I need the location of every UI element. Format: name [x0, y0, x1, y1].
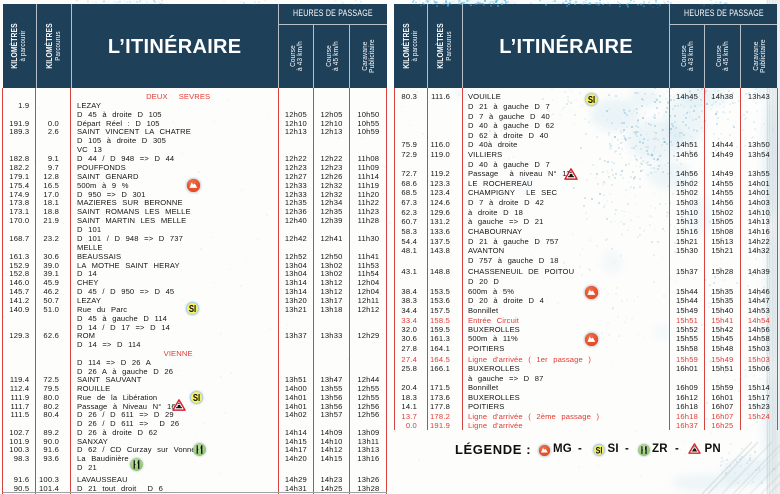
svg-text:SI: SI [193, 392, 200, 403]
svg-text:SI: SI [588, 94, 595, 105]
svg-text:SI: SI [596, 444, 603, 455]
svg-text:SI: SI [189, 303, 196, 314]
